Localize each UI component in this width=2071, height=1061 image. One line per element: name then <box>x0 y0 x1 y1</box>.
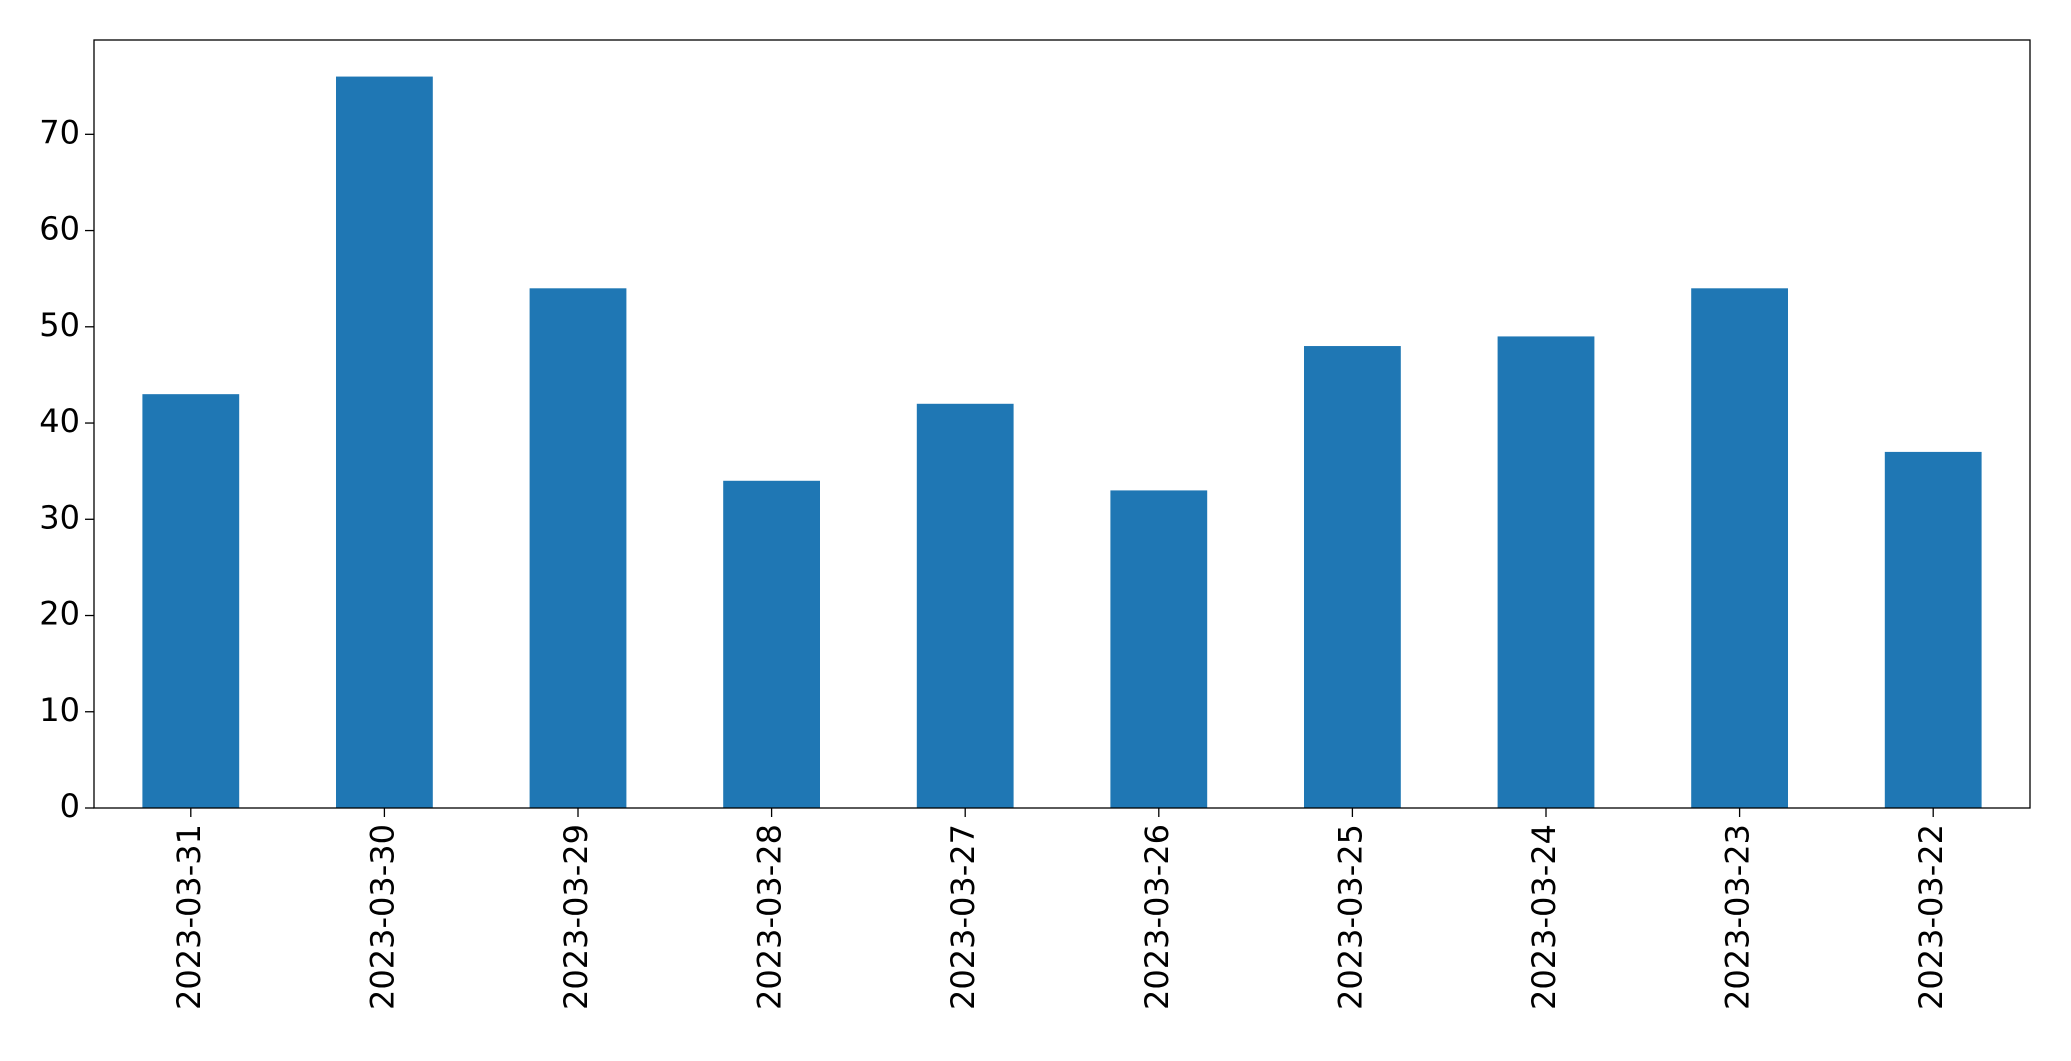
x-tick-label: 2023-03-24 <box>1525 824 1563 1010</box>
x-tick-label: 2023-03-28 <box>751 824 789 1010</box>
plot-frame <box>93 39 2031 809</box>
x-tick-label: 2023-03-29 <box>557 824 595 1010</box>
bar <box>142 394 240 808</box>
y-tick-label: 0 <box>60 787 80 825</box>
y-tick-label: 60 <box>39 210 80 248</box>
y-tick-label: 10 <box>39 691 80 729</box>
bar <box>336 76 433 809</box>
bar <box>1884 451 1982 808</box>
bar <box>723 480 820 808</box>
bar <box>529 288 627 808</box>
y-tick-label: 30 <box>39 498 80 536</box>
bar <box>1110 490 1208 808</box>
bar <box>1497 336 1595 808</box>
x-tick-label: 2023-03-26 <box>1138 824 1176 1010</box>
x-tick-label: 2023-03-31 <box>170 824 208 1010</box>
x-tick-label: 2023-03-30 <box>363 824 401 1010</box>
x-tick-label: 2023-03-23 <box>1719 824 1757 1010</box>
x-tick-label: 2023-03-25 <box>1331 824 1369 1010</box>
x-tick-label: 2023-03-27 <box>944 824 982 1010</box>
y-tick-label: 70 <box>39 113 80 151</box>
y-tick-label: 50 <box>39 306 80 344</box>
x-tick-label: 2023-03-22 <box>1912 824 1950 1010</box>
y-tick-label: 40 <box>39 402 80 440</box>
y-tick-label: 20 <box>39 595 80 633</box>
bar <box>1304 346 1401 808</box>
bar <box>916 403 1014 808</box>
bar <box>1691 288 1788 808</box>
